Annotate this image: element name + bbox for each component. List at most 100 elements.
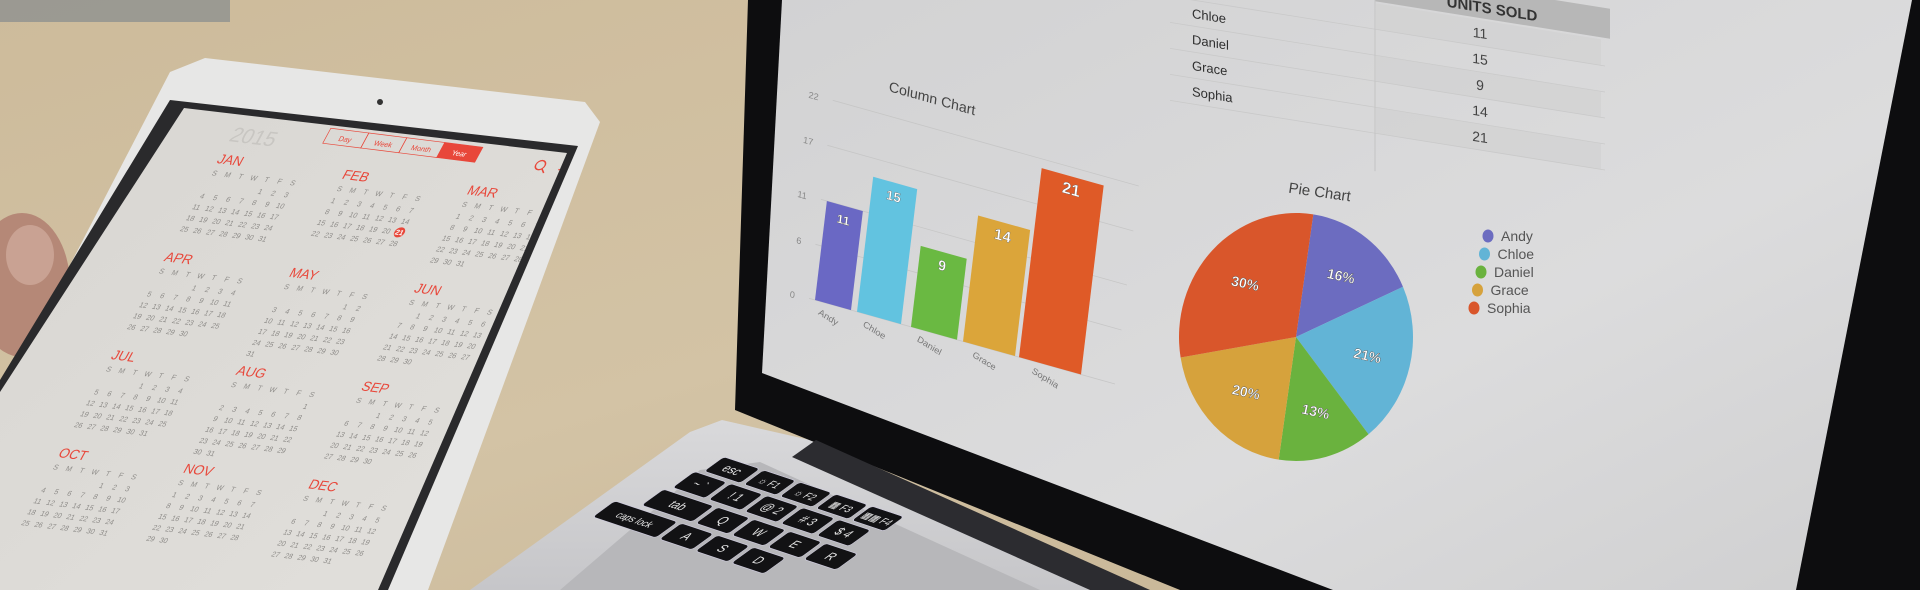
calendar-day[interactable]: 16 — [328, 220, 340, 229]
calendar-day[interactable]: 23 — [407, 346, 419, 355]
calendar-day[interactable]: 12 — [418, 428, 430, 437]
calendar-day[interactable]: 16 — [97, 505, 109, 514]
calendar-day[interactable]: 30 — [85, 527, 97, 536]
calendar-day[interactable]: 30 — [125, 427, 137, 436]
calendar-day[interactable]: 9 — [263, 200, 271, 209]
calendar-day[interactable]: 11 — [236, 417, 248, 426]
calendar-day[interactable]: 22 — [170, 316, 182, 325]
calendar-day[interactable]: 14 — [387, 332, 399, 341]
calendar-day[interactable]: 18 — [162, 408, 174, 417]
key-▦▦-f4[interactable]: ▦▦ F4 — [852, 506, 904, 531]
calendar-day[interactable]: 14 — [240, 511, 252, 520]
calendar-day[interactable]: 18 — [347, 536, 359, 545]
calendar-day[interactable]: 17 — [202, 309, 214, 318]
calendar-day[interactable]: 21 — [518, 243, 530, 252]
calendar-day[interactable]: 30 — [441, 257, 453, 266]
calendar-day[interactable]: 10 — [222, 416, 234, 425]
calendar-day[interactable]: 7 — [395, 321, 403, 330]
calendar-day[interactable]: 3 — [440, 315, 448, 324]
calendar-day[interactable]: 14 — [399, 217, 411, 226]
calendar-day[interactable]: 5 — [145, 290, 153, 299]
calendar-day[interactable]: 31 — [454, 259, 466, 268]
calendar-day[interactable]: 23 — [198, 436, 210, 445]
calendar-day[interactable]: 11 — [406, 427, 418, 436]
calendar-day[interactable]: 24 — [143, 418, 155, 427]
calendar-day[interactable]: 28 — [263, 444, 275, 453]
calendar-day[interactable]: 27 — [216, 531, 228, 540]
calendar-day[interactable]: 29 — [112, 425, 124, 434]
key-#-3[interactable]: # 3 — [781, 507, 835, 535]
calendar-day[interactable]: 22 — [78, 514, 90, 523]
calendar-day[interactable]: 11 — [485, 228, 497, 237]
calendar-day[interactable]: 20 — [52, 511, 64, 520]
calendar-day[interactable]: 10 — [347, 210, 359, 219]
calendar-day[interactable]: 31 — [256, 234, 268, 243]
calendar-day[interactable]: 21 — [381, 343, 393, 352]
calendar-day[interactable]: 10 — [208, 298, 220, 307]
calendar-day[interactable]: 8 — [315, 520, 323, 529]
calendar-day[interactable]: 20 — [91, 411, 103, 420]
calendar-day[interactable]: 15 — [157, 512, 169, 521]
calendar-day[interactable]: 19 — [282, 330, 294, 339]
calendar-day[interactable]: 6 — [105, 389, 113, 398]
calendar-day[interactable]: 8 — [323, 207, 331, 216]
calendar-day[interactable]: 2 — [387, 413, 395, 422]
calendar-day[interactable]: 22 — [394, 344, 406, 353]
calendar-day[interactable]: 1 — [97, 481, 105, 490]
calendar-day[interactable]: 11 — [191, 203, 203, 212]
calendar-day[interactable]: 9 — [336, 209, 344, 218]
calendar-day[interactable]: 9 — [177, 503, 185, 512]
calendar-day[interactable]: 29 — [72, 525, 84, 534]
calendar-day[interactable]: 29 — [296, 553, 308, 562]
pie-slice-grace[interactable]: 20% — [1180, 337, 1296, 460]
calendar-day[interactable]: 6 — [158, 291, 166, 300]
calendar-day[interactable]: 27 — [323, 452, 335, 461]
calendar-day[interactable]: 8 — [164, 501, 172, 510]
pie-slice-sophia[interactable]: 30% — [1179, 213, 1314, 358]
calendar-day[interactable]: 15 — [327, 324, 339, 333]
calendar-day[interactable]: 13 — [301, 321, 313, 330]
calendar-day[interactable]: 26 — [125, 322, 137, 331]
calendar-day[interactable]: 29 — [164, 327, 176, 336]
calendar-day[interactable]: 13 — [282, 528, 294, 537]
calendar-day[interactable]: 15 — [287, 424, 299, 433]
calendar-day[interactable]: 10 — [115, 495, 127, 504]
calendar-day[interactable]: 12 — [288, 319, 300, 328]
calendar-day[interactable]: 6 — [289, 517, 297, 526]
calendar-day[interactable]: 20 — [255, 432, 267, 441]
calendar-day[interactable]: 2 — [342, 198, 350, 207]
calendar-day[interactable]: 5 — [426, 418, 434, 427]
calendar-day[interactable]: 21 — [65, 512, 77, 521]
calendar-day[interactable]: 16 — [453, 235, 465, 244]
calendar-day[interactable]: 19 — [131, 311, 143, 320]
calendar-day[interactable]: 16 — [321, 533, 333, 542]
calendar-day[interactable]: 4 — [229, 288, 237, 297]
calendar-day[interactable]: 26 — [191, 226, 203, 235]
calendar-day[interactable]: 22 — [236, 220, 248, 229]
calendar-day[interactable]: 14 — [314, 323, 326, 332]
calendar-day[interactable]: 7 — [78, 491, 86, 500]
calendar-day[interactable]: 6 — [65, 489, 73, 498]
calendar-day[interactable]: 17 — [341, 221, 353, 230]
calendar-day[interactable]: 3 — [355, 200, 363, 209]
calendar-day[interactable]: 7 — [282, 411, 290, 420]
calendar-day[interactable]: 19 — [367, 225, 379, 234]
calendar-day[interactable]: 25 — [393, 449, 405, 458]
calendar-day[interactable]: 9 — [348, 315, 356, 324]
calendar-day[interactable]: 27 — [270, 550, 282, 559]
calendar-day[interactable]: 7 — [407, 206, 415, 215]
calendar-day[interactable]: 22 — [321, 335, 333, 344]
calendar-day[interactable]: 8 — [295, 413, 303, 422]
calendar-day[interactable]: 16 — [170, 514, 182, 523]
calendar-day[interactable]: 24 — [262, 223, 274, 232]
calendar-day[interactable]: 17 — [386, 436, 398, 445]
calendar-day[interactable]: 30 — [328, 348, 340, 357]
calendar-day[interactable]: 13 — [150, 302, 162, 311]
calendar-day[interactable]: 14 — [274, 422, 286, 431]
calendar-day[interactable]: 12 — [498, 229, 510, 238]
